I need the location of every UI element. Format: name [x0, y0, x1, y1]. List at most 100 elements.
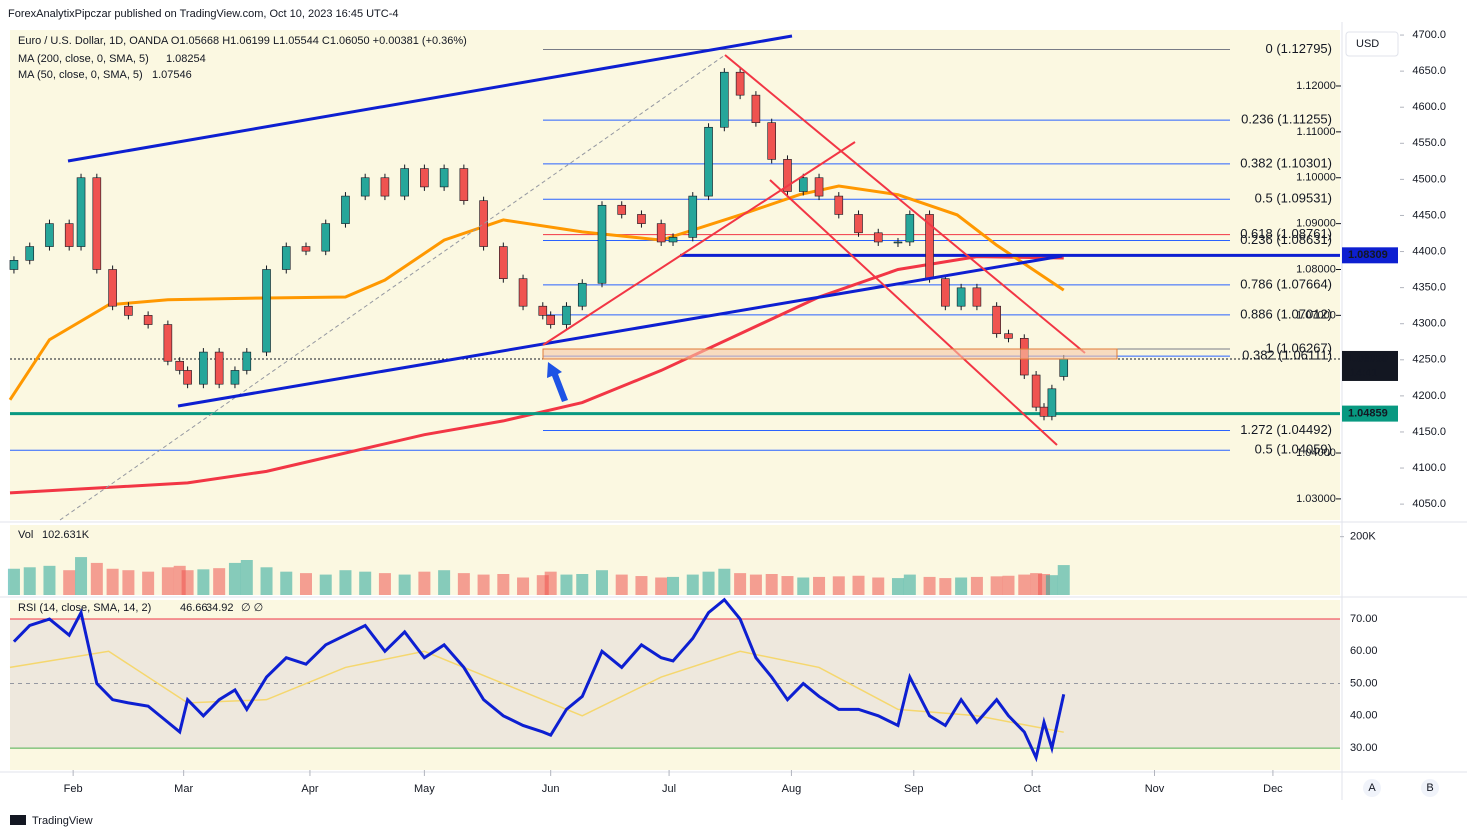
volume-bar [1045, 575, 1058, 595]
price-tag-label: 1.04859 [1348, 408, 1388, 420]
volume-bar [43, 565, 56, 595]
volume-bar [718, 568, 731, 595]
candle-body [893, 241, 903, 244]
volume-bar [832, 576, 845, 595]
footer: TradingView [32, 815, 93, 827]
candle-body [1004, 333, 1013, 339]
fib-label: 1.272 (1.04492) [1240, 422, 1332, 437]
volume-bar [280, 571, 293, 595]
candle-body [321, 223, 331, 252]
candle-body [637, 214, 646, 224]
volume-bar [228, 562, 241, 595]
volume-bar [497, 574, 510, 595]
candle-body [854, 214, 863, 234]
drawings [59, 34, 1118, 521]
rsi-tick-label: 30.00 [1350, 742, 1378, 754]
candle-body [905, 214, 915, 243]
volume-bar [615, 574, 628, 595]
fib-label: 0.382 (1.06111) [1242, 348, 1332, 363]
fib-label: 0.618 (1.08761) [1240, 226, 1332, 241]
volume-bar [923, 576, 936, 595]
volume-bar [544, 571, 557, 595]
channel-line [542, 141, 856, 346]
candle-body [656, 223, 666, 243]
candle-body [562, 305, 571, 325]
button-a[interactable]: A [1368, 782, 1376, 794]
volume-bar [635, 576, 648, 595]
candle-body [199, 351, 208, 385]
y2-tick-label: 4350.0 [1412, 282, 1446, 294]
candle-body [577, 282, 587, 307]
candle-body [546, 315, 555, 325]
volume-bar [813, 576, 826, 595]
candle-body [92, 177, 102, 270]
candle-body [617, 204, 627, 215]
candle-body [518, 278, 528, 307]
fib-label: 0.886 (1.07012) [1240, 306, 1332, 321]
x-tick-label: Aug [782, 783, 802, 795]
volume-bar [142, 571, 155, 595]
volume-bar [955, 577, 968, 595]
volume-bar [517, 577, 530, 595]
trendline [177, 254, 1063, 408]
x-tick-label: Jun [542, 783, 560, 795]
y-tick-label: 1.11000 [1297, 126, 1336, 138]
volume-bar [939, 578, 952, 595]
fib-label: 0.382 (1.10301) [1240, 155, 1332, 170]
y2-tick-label: 4400.0 [1412, 245, 1446, 257]
rsi-extra: ∅ ∅ [241, 602, 263, 614]
volume-bar [457, 573, 470, 595]
price-tag-time: 14:41 [1350, 367, 1378, 379]
candle-body [972, 287, 982, 307]
volume-bar [891, 578, 904, 595]
candle-body [499, 246, 508, 279]
candle-body [1047, 388, 1057, 417]
y-tick-label: 1.04000 [1296, 447, 1336, 459]
volume-bar [299, 573, 312, 595]
candle-body [25, 246, 35, 261]
fib-label: 0 (1.12795) [1266, 41, 1333, 56]
candle-body [143, 315, 153, 325]
price-tag-label: 1.08309 [1348, 249, 1388, 261]
button-a-bg[interactable] [1363, 779, 1381, 797]
volume-bar [576, 574, 589, 595]
button-b[interactable]: B [1426, 782, 1433, 794]
volume-bar [903, 574, 916, 595]
candle-body [941, 278, 950, 307]
price-tag [1342, 405, 1398, 422]
channel-line [724, 54, 1086, 354]
y2-tick-label: 4600.0 [1412, 101, 1446, 113]
candle-body [281, 246, 291, 270]
y2-tick-label: 4450.0 [1412, 209, 1446, 221]
candle-body [688, 195, 698, 238]
x-tick-label: Apr [301, 783, 318, 795]
volume-bar [339, 570, 352, 595]
y2-tick-label: 4050.0 [1412, 498, 1446, 510]
zone [542, 348, 1118, 360]
candle-body [956, 287, 966, 307]
volume-bar [667, 576, 680, 595]
volume-bar [240, 560, 253, 595]
currency[interactable]: USD [1356, 38, 1379, 50]
currency-button[interactable] [1345, 31, 1399, 57]
fib-label: 1 (1.06267) [1266, 340, 1333, 355]
volume-bar [63, 570, 76, 595]
candle-body [668, 237, 678, 243]
candle-body [834, 195, 844, 215]
moving-average [9, 255, 1064, 495]
candle-body [163, 324, 173, 362]
volume-bar [378, 573, 391, 595]
candle-body [45, 223, 54, 247]
trendline [67, 34, 793, 163]
price-tag [1342, 350, 1398, 381]
candle-body [1039, 406, 1049, 417]
button-b-bg[interactable] [1421, 779, 1439, 797]
volume-bar [749, 574, 762, 595]
candle-body [992, 305, 1001, 335]
rsi-tick-label: 50.00 [1350, 677, 1378, 689]
volume-bar [970, 576, 983, 595]
volume-bar [765, 574, 778, 595]
vol-tick-label: 200K [1350, 531, 1376, 543]
volume-bar [797, 577, 810, 595]
x-tick-label: Oct [1024, 783, 1041, 795]
